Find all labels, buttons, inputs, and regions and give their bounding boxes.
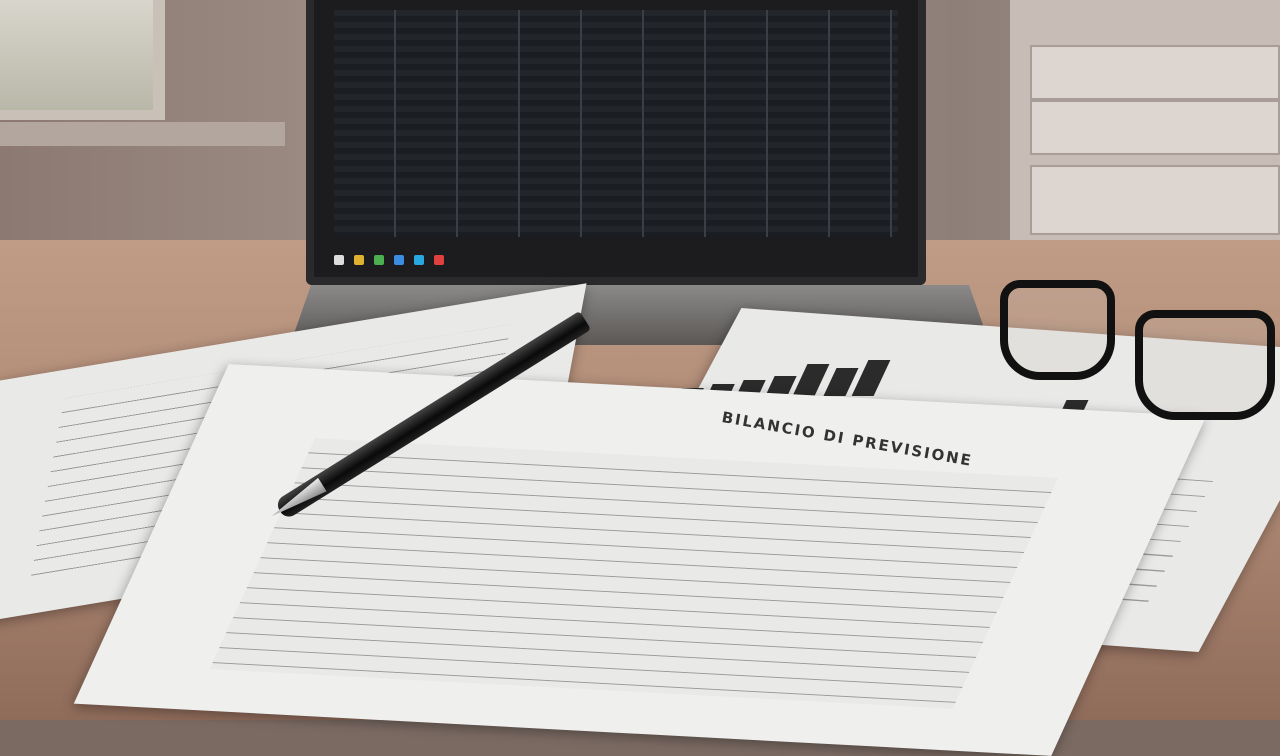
bar: [792, 364, 830, 396]
drawer: [1030, 100, 1280, 155]
window-sill: [0, 122, 285, 146]
drawer: [1030, 45, 1280, 100]
paper-sheet-main: [73, 364, 1207, 756]
spreadsheet: [334, 10, 898, 237]
drawer: [1030, 165, 1280, 235]
eyeglasses: [995, 280, 1280, 420]
laptop-screen: [306, 0, 926, 285]
taskbar: [334, 255, 444, 265]
window: [0, 0, 165, 120]
